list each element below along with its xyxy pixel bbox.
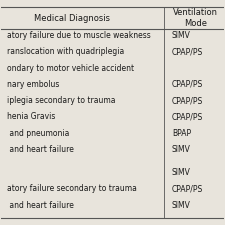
Text: Ventilation
Mode: Ventilation Mode	[173, 8, 218, 28]
Text: BPAP: BPAP	[172, 129, 191, 138]
Text: SIMV: SIMV	[172, 31, 191, 40]
Text: CPAP/PS: CPAP/PS	[172, 96, 203, 105]
Text: CPAP/PS: CPAP/PS	[172, 184, 203, 194]
Text: and heart failure: and heart failure	[7, 201, 74, 210]
Text: SIMV: SIMV	[172, 201, 191, 210]
Text: CPAP/PS: CPAP/PS	[172, 80, 203, 89]
Text: SIMV: SIMV	[172, 168, 191, 177]
Text: henia Gravis: henia Gravis	[7, 112, 56, 122]
Text: nary embolus: nary embolus	[7, 80, 60, 89]
Text: CPAP/PS: CPAP/PS	[172, 47, 203, 56]
Text: atory failure due to muscle weakness: atory failure due to muscle weakness	[7, 31, 151, 40]
Text: SIMV: SIMV	[172, 145, 191, 154]
Text: ranslocation with quadriplegia: ranslocation with quadriplegia	[7, 47, 125, 56]
Text: iplegia secondary to trauma: iplegia secondary to trauma	[7, 96, 116, 105]
Text: and heart failure: and heart failure	[7, 145, 74, 154]
Text: atory failure secondary to trauma: atory failure secondary to trauma	[7, 184, 137, 194]
Text: ondary to motor vehicle accident: ondary to motor vehicle accident	[7, 63, 135, 72]
Text: and pneumonia: and pneumonia	[7, 129, 70, 138]
Text: CPAP/PS: CPAP/PS	[172, 112, 203, 122]
Text: Medical Diagnosis: Medical Diagnosis	[34, 14, 110, 22]
